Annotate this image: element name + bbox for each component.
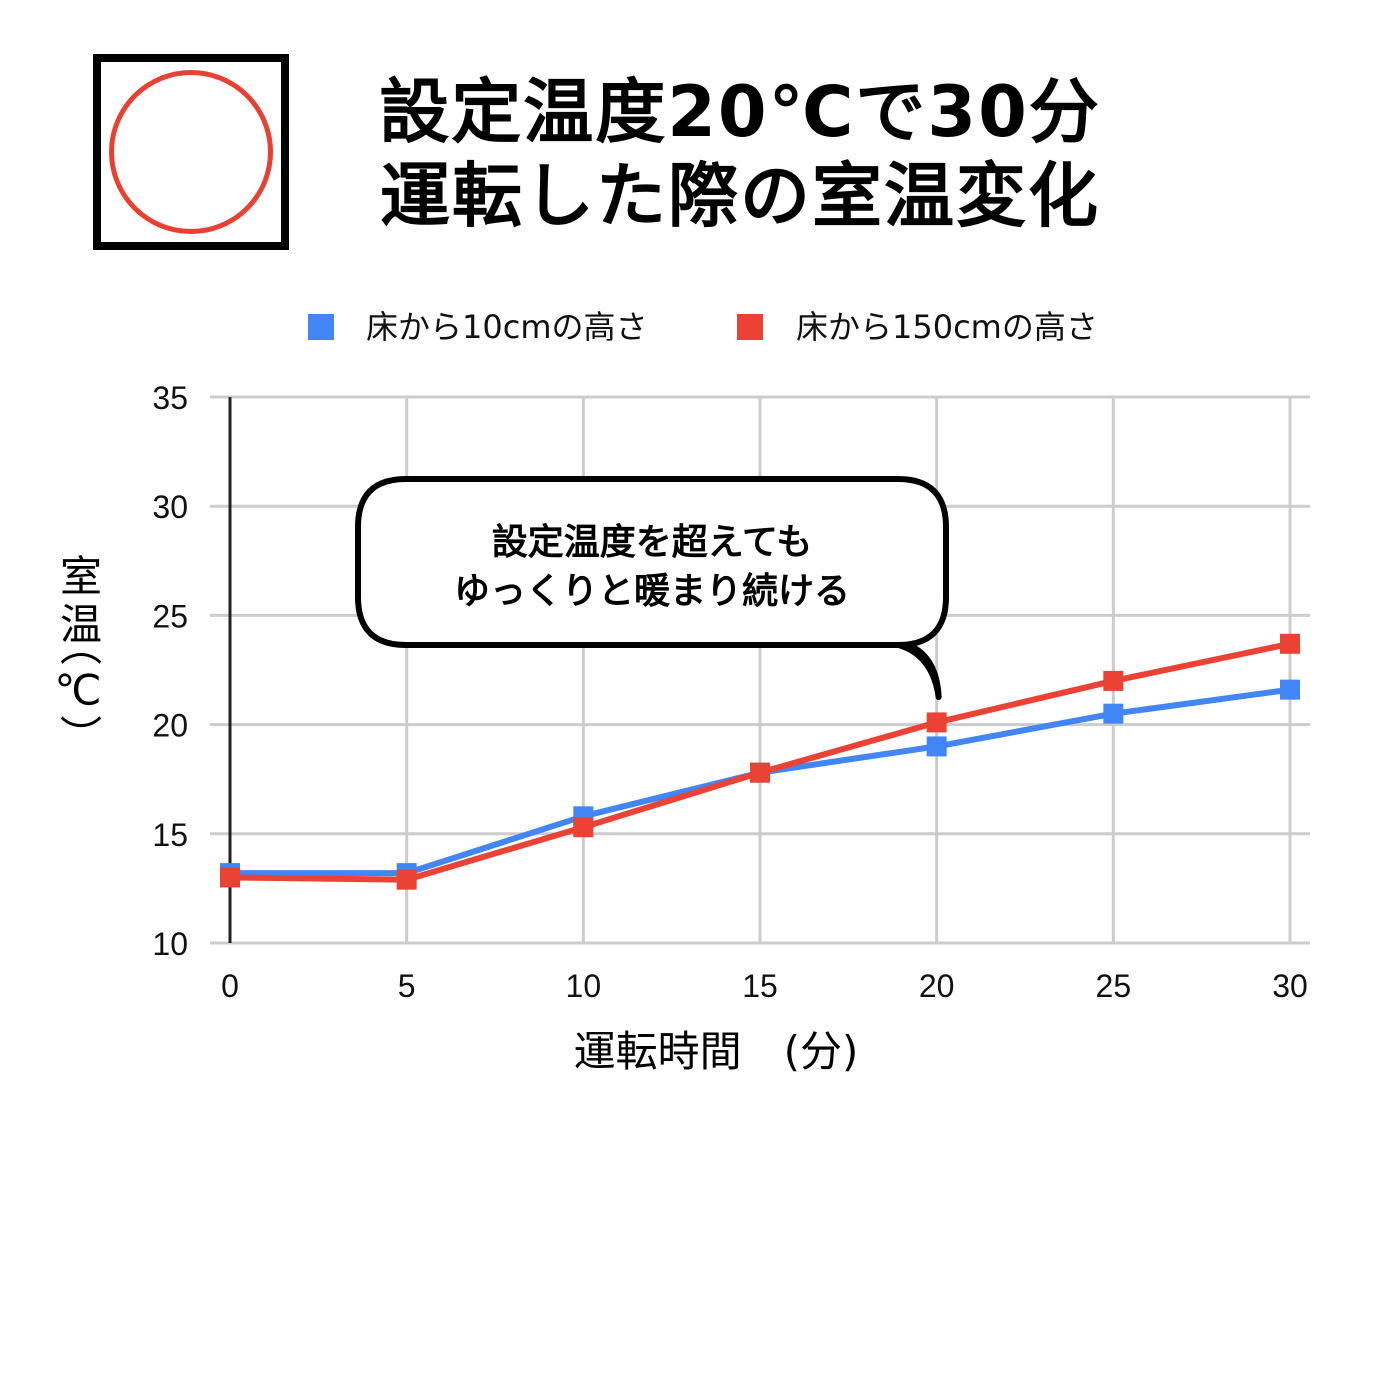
circle-mark-icon [93,54,289,250]
y-axis-unit: （℃） [54,624,103,757]
series-2-point-25 [1103,670,1124,691]
x-tick-label-15: 15 [742,968,778,1004]
x-tick-label-0: 0 [221,968,239,1004]
series-2-point-30 [1280,633,1300,654]
x-tick-label-10: 10 [566,968,602,1004]
annotation-callout: 設定温度を超えても ゆっくりと暖まり続ける [355,476,949,700]
line-chart: 床から10cmの高さ 床から150cmの高さ 10 15 20 25 30 35 0 5 10… [54,308,1310,1076]
y-tick-label-35: 35 [152,380,188,416]
series-2-point-15 [750,762,770,783]
series-2-point-5 [396,869,417,890]
title-line-1: 設定温度20℃で30分 [379,71,1101,153]
y-tick-label-20: 20 [152,708,188,744]
legend-label-series-1: 床から10cmの高さ [366,308,648,346]
x-tick-label-5: 5 [398,968,416,1004]
page-title: 設定温度20℃で30分 運転した際の室温変化 [330,70,1150,238]
series-2-point-0 [220,867,240,888]
x-axis-ticks: 0 5 10 15 20 25 30 [221,968,1308,1004]
series-2-point-20 [926,712,947,733]
y-tick-label-15: 15 [152,817,188,853]
callout-bubble [355,476,949,700]
y-tick-label-10: 10 [152,926,188,962]
series-layer [220,633,1300,890]
legend: 床から10cmの高さ 床から150cmの高さ [308,308,1098,346]
callout-line-1: 設定温度を超えても [492,522,812,563]
y-axis-title: 室温 [54,554,103,650]
legend-swatch-series-2 [737,314,763,340]
x-axis-title: 運転時間 (分) [574,1027,859,1076]
legend-swatch-series-1 [308,314,334,340]
series-2-point-10 [573,817,594,838]
x-tick-label-30: 30 [1272,968,1308,1004]
y-tick-label-30: 30 [152,489,188,525]
title-line-2: 運転した際の室温変化 [380,155,1100,237]
x-tick-label-20: 20 [919,968,955,1004]
series-1-point-25 [1103,703,1124,724]
x-tick-label-25: 25 [1096,968,1132,1004]
y-tick-label-25: 25 [152,598,188,634]
callout-line-2: ゆっくりと暖まり続ける [454,571,850,612]
series-1-point-30 [1280,679,1300,700]
series-1-point-20 [926,736,947,757]
legend-label-series-2: 床から150cmの高さ [796,308,1098,346]
y-axis-ticks: 10 15 20 25 30 35 [152,380,188,962]
